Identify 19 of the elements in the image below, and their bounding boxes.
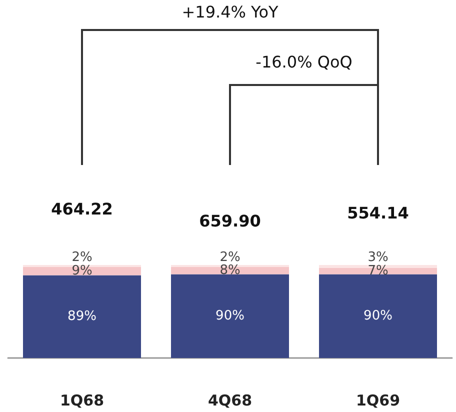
bar xyxy=(171,274,289,358)
text: -16.0% QoQ xyxy=(256,52,352,72)
data-label: 3% xyxy=(368,250,388,265)
x-tick-label: 1Q69 xyxy=(356,392,400,410)
x-tick-label: 1Q68 xyxy=(60,392,104,410)
bar xyxy=(23,275,141,358)
text: 464.22 xyxy=(51,200,113,218)
data-label: 9% xyxy=(72,264,92,279)
data-label: 90% xyxy=(364,308,392,324)
data-label: 8% xyxy=(220,263,240,278)
text: +19.4% YoY xyxy=(182,2,278,22)
text: 659.90 xyxy=(199,212,261,230)
data-label: 2% xyxy=(220,250,240,265)
data-label: 2% xyxy=(72,250,92,265)
bar xyxy=(319,274,437,358)
text: 554.14 xyxy=(347,204,409,222)
data-label: 90% xyxy=(216,308,244,324)
x-tick-label: 4Q68 xyxy=(208,392,252,410)
data-label: 89% xyxy=(68,309,96,324)
